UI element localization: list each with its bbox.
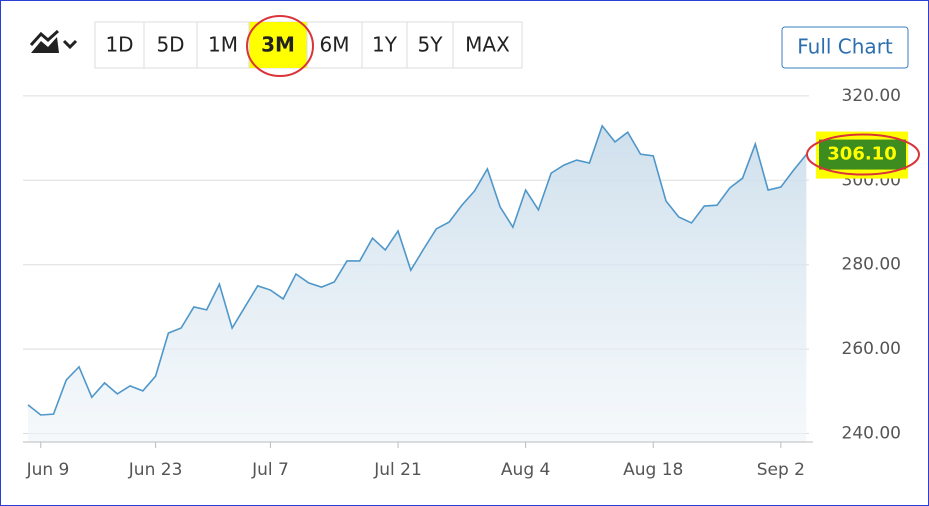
range-button[interactable]: 1Y — [361, 22, 398, 68]
range-label: 5D — [156, 33, 184, 57]
range-button[interactable]: 5D — [143, 22, 185, 68]
range-label: 1D — [105, 33, 133, 57]
x-tick-label: Aug 4 — [501, 460, 550, 480]
chart-icon — [31, 37, 59, 53]
range-label: 1Y — [372, 33, 398, 57]
last-price-label: 306.10 — [827, 144, 896, 165]
range-label: 5Y — [418, 33, 444, 57]
range-button[interactable]: 6M — [306, 22, 350, 68]
x-tick-label: Sep 2 — [757, 460, 805, 480]
range-button[interactable]: MAX — [452, 22, 510, 68]
annotation-ellipse — [246, 15, 314, 77]
area-fill — [28, 125, 807, 442]
y-tick-label: 320.00 — [842, 86, 901, 106]
range-button[interactable]: 5Y — [406, 22, 444, 68]
annotation-ellipse — [806, 133, 920, 176]
range-label: 3M — [261, 33, 295, 57]
full-chart-label: Full Chart — [797, 35, 893, 59]
last-price-badge — [819, 139, 906, 170]
range-label: 6M — [320, 33, 350, 57]
y-tick-label: 260.00 — [842, 339, 901, 359]
chart-icon — [29, 29, 60, 47]
x-tick-label: Jul 7 — [251, 460, 289, 480]
x-tick-label: Jul 21 — [373, 460, 422, 480]
range-label: MAX — [465, 33, 510, 57]
price-line — [27, 124, 807, 416]
range-highlight — [249, 22, 307, 68]
range-button[interactable]: 1M — [196, 22, 238, 68]
x-tick-label: Jun 9 — [26, 460, 70, 480]
x-tick-label: Aug 18 — [623, 460, 683, 480]
y-tick-label: 240.00 — [842, 424, 901, 444]
y-tick-label: 280.00 — [842, 255, 901, 275]
full-chart-button[interactable] — [781, 26, 909, 69]
range-button[interactable]: 1D — [105, 33, 133, 57]
chart-type-menu[interactable] — [29, 29, 78, 53]
range-label: 1M — [208, 33, 238, 57]
x-tick-label: Jun 23 — [128, 460, 183, 480]
chevron — [62, 39, 78, 50]
range-button[interactable]: 3M — [248, 22, 295, 68]
